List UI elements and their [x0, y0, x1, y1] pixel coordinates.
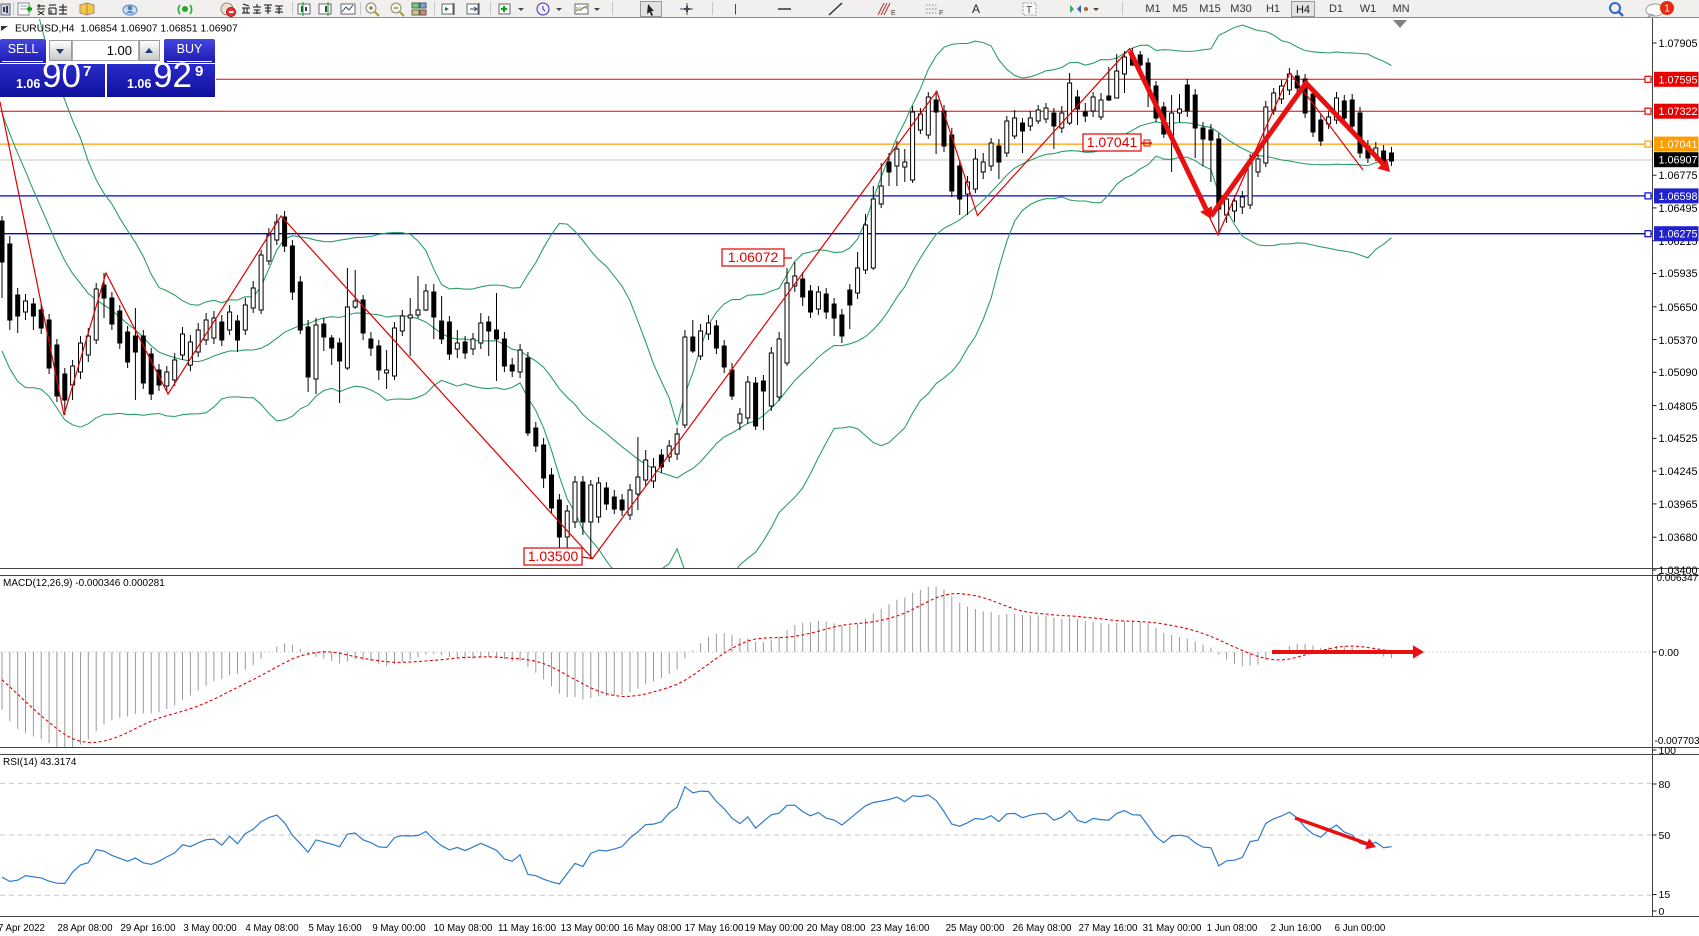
- svg-text:E: E: [891, 10, 896, 17]
- svg-text:25 May 00:00: 25 May 00:00: [946, 923, 1005, 934]
- svg-text:100: 100: [1659, 745, 1677, 757]
- svg-text:27 May 16:00: 27 May 16:00: [1079, 923, 1138, 934]
- svg-text:EURUSD,H4 1.06854 1.06907 1.0: EURUSD,H4 1.06854 1.06907 1.06851 1.0690…: [15, 24, 238, 35]
- svg-text:1.04525: 1.04525: [1659, 433, 1698, 445]
- svg-text:11 May 16:00: 11 May 16:00: [498, 923, 557, 934]
- svg-text:1.06907: 1.06907: [1659, 155, 1698, 167]
- svg-text:0.00: 0.00: [1659, 647, 1680, 659]
- svg-text:1.04805: 1.04805: [1659, 401, 1698, 413]
- svg-text:80: 80: [1659, 779, 1671, 791]
- svg-text:1.06598: 1.06598: [1659, 191, 1698, 203]
- svg-text:31 May 00:00: 31 May 00:00: [1143, 923, 1202, 934]
- svg-text:RSI(14) 43.3174: RSI(14) 43.3174: [3, 757, 77, 768]
- svg-text:1.05935: 1.05935: [1659, 268, 1698, 280]
- svg-text:1 Jun 08:00: 1 Jun 08:00: [1207, 923, 1258, 934]
- svg-text:1.03500: 1.03500: [528, 548, 579, 564]
- svg-text:0.006347: 0.006347: [1657, 573, 1699, 584]
- svg-text:10 May 08:00: 10 May 08:00: [434, 923, 493, 934]
- svg-text:50: 50: [1659, 830, 1671, 842]
- svg-text:1.05370: 1.05370: [1659, 335, 1698, 347]
- svg-text:1.03680: 1.03680: [1659, 532, 1698, 544]
- svg-text:1.06072: 1.06072: [728, 249, 779, 265]
- svg-text:1.03400: 1.03400: [1659, 565, 1698, 577]
- svg-text:1.07595: 1.07595: [1659, 74, 1698, 86]
- svg-text:19 May 00:00: 19 May 00:00: [745, 923, 804, 934]
- svg-text:1.03965: 1.03965: [1659, 499, 1698, 511]
- svg-text:2 Jun 16:00: 2 Jun 16:00: [1271, 923, 1322, 934]
- svg-text:9 May 00:00: 9 May 00:00: [372, 923, 426, 934]
- svg-text:1.06775: 1.06775: [1659, 170, 1698, 182]
- svg-text:4 May 08:00: 4 May 08:00: [245, 923, 299, 934]
- svg-text:28 Apr 08:00: 28 Apr 08:00: [58, 923, 114, 934]
- svg-text:1.05090: 1.05090: [1659, 367, 1698, 379]
- svg-text:1.06495: 1.06495: [1659, 203, 1698, 215]
- svg-text:1.07041: 1.07041: [1659, 139, 1698, 151]
- svg-text:-0.007703: -0.007703: [1655, 736, 1699, 747]
- svg-text:23 May 16:00: 23 May 16:00: [871, 923, 930, 934]
- svg-text:1.07041: 1.07041: [1087, 134, 1138, 150]
- svg-text:1: 1: [1664, 4, 1670, 15]
- svg-text:13 May 00:00: 13 May 00:00: [561, 923, 620, 934]
- svg-text:16 May 08:00: 16 May 08:00: [623, 923, 682, 934]
- svg-text:T: T: [1026, 5, 1032, 16]
- svg-text:1.04245: 1.04245: [1659, 466, 1698, 478]
- svg-text:3 May 00:00: 3 May 00:00: [183, 923, 237, 934]
- svg-text:5 May 16:00: 5 May 16:00: [308, 923, 362, 934]
- svg-text:6 Jun 00:00: 6 Jun 00:00: [1335, 923, 1386, 934]
- svg-text:20 May 08:00: 20 May 08:00: [807, 923, 866, 934]
- svg-text:7 Apr 2022: 7 Apr 2022: [0, 923, 45, 934]
- svg-text:29 Apr 16:00: 29 Apr 16:00: [121, 923, 177, 934]
- svg-text:1.05650: 1.05650: [1659, 302, 1698, 314]
- svg-text:17 May 16:00: 17 May 16:00: [685, 923, 744, 934]
- svg-text:1.06275: 1.06275: [1659, 229, 1698, 241]
- svg-text:F: F: [939, 10, 943, 17]
- svg-text:15: 15: [1659, 889, 1671, 901]
- svg-text:1.07905: 1.07905: [1659, 38, 1698, 50]
- svg-text:26 May 08:00: 26 May 08:00: [1013, 923, 1072, 934]
- svg-text:0: 0: [1659, 906, 1665, 918]
- svg-text:1.07322: 1.07322: [1659, 106, 1698, 118]
- svg-text:MACD(12,26,9) -0.000346 0.0002: MACD(12,26,9) -0.000346 0.000281: [3, 578, 165, 589]
